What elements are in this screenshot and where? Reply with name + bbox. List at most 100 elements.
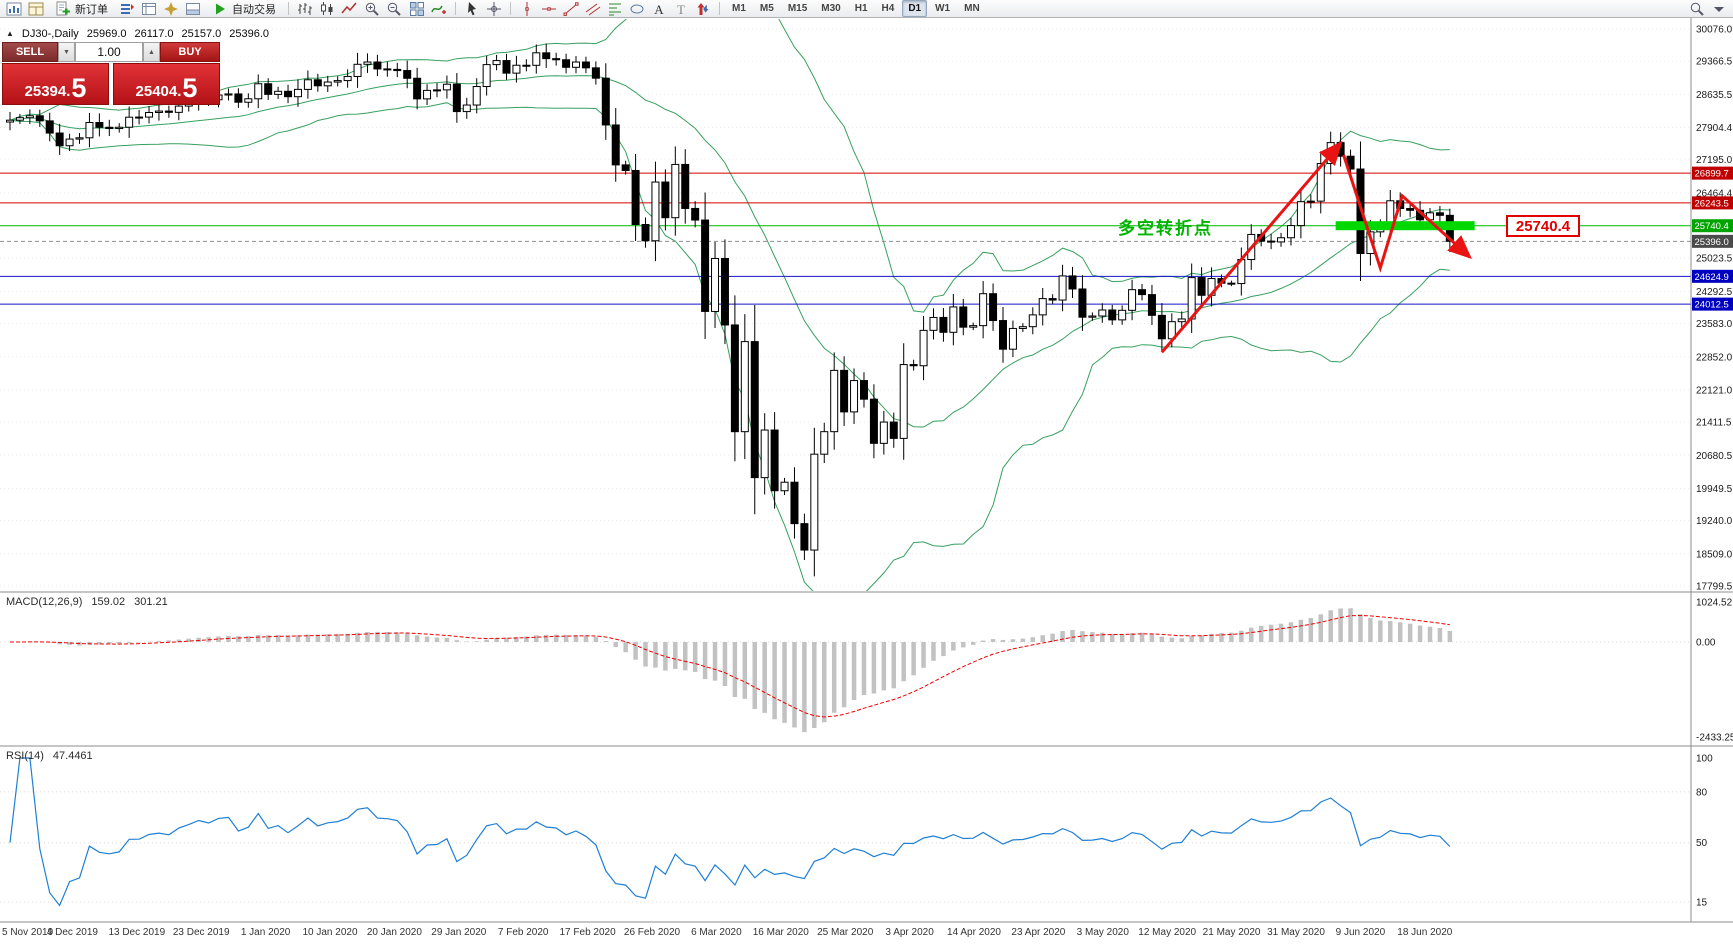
market-watch-button[interactable]	[116, 0, 138, 18]
timeframe-H1[interactable]: H1	[854, 3, 868, 14]
volume-input[interactable]: 1.00	[75, 42, 143, 62]
channel-button[interactable]	[582, 0, 604, 18]
fibonacci-icon	[609, 3, 621, 15]
date-label: 3 Apr 2020	[885, 927, 934, 938]
arrows-button[interactable]	[692, 0, 714, 18]
vertical-line-icon	[525, 1, 529, 16]
profiles-button[interactable]	[25, 0, 47, 18]
rsi-line	[9, 757, 1451, 907]
shapes-button[interactable]	[626, 0, 648, 18]
one-click-collapse-icon[interactable]: ▲	[6, 29, 14, 38]
trend-arrow	[1342, 154, 1472, 273]
data-window-icon	[142, 2, 156, 15]
price-tick-label: 27195.0	[1696, 155, 1733, 166]
market-watch-icon	[121, 3, 134, 14]
price-alert-label[interactable]: 25740.4	[1506, 215, 1580, 237]
date-label: 17 Feb 2020	[560, 927, 617, 938]
autotrading-icon	[216, 3, 225, 14]
zoom-in-button[interactable]	[361, 0, 383, 18]
price-tick-label: 20680.5	[1696, 451, 1733, 462]
buy-price-big-digit: 5	[182, 72, 198, 103]
crosshair-button[interactable]	[483, 0, 505, 18]
fibonacci-button[interactable]	[604, 0, 626, 18]
label-button[interactable]: T	[670, 0, 692, 18]
tile-windows-button[interactable]	[406, 0, 428, 18]
volume-decrease-button[interactable]: ▼	[58, 42, 75, 62]
new-order-icon	[56, 1, 70, 15]
horizontal-line-button[interactable]	[538, 0, 560, 18]
timeframe-M15[interactable]: M15	[787, 3, 808, 14]
indicators-icon	[431, 5, 446, 14]
search-icon	[1690, 2, 1704, 16]
vertical-line-button[interactable]	[516, 0, 538, 18]
sell-button[interactable]: SELL	[2, 42, 58, 62]
turning-point-text[interactable]: 多空转折点	[1118, 219, 1213, 238]
price-tick-label: 28635.5	[1696, 90, 1733, 101]
timeframe-M1[interactable]: M1	[732, 3, 746, 14]
bar-chart-button[interactable]	[294, 0, 316, 18]
navigator-button[interactable]	[160, 0, 182, 18]
crosshair-icon	[487, 1, 501, 16]
volume-increase-button[interactable]: ▲	[143, 42, 160, 62]
price-badge	[1692, 166, 1733, 180]
sell-price-panel[interactable]: 25394. 5	[2, 63, 109, 105]
ohlc-close: 25396.0	[229, 27, 270, 40]
price-badge	[1692, 297, 1733, 311]
rsi-axis-label: 15	[1696, 897, 1708, 908]
terminal-button[interactable]	[182, 0, 204, 18]
candlestick-series	[6, 43, 1454, 577]
timeframe-M5[interactable]: M5	[759, 3, 774, 14]
date-label: 23 Dec 2019	[173, 927, 230, 938]
date-label: 4 Dec 2019	[47, 927, 99, 938]
trend-arrow	[1160, 140, 1343, 354]
svg-text:A: A	[654, 2, 664, 17]
svg-text:T: T	[677, 2, 685, 17]
search-button[interactable]	[1686, 0, 1708, 18]
date-label: 25 Mar 2020	[817, 927, 874, 938]
date-label: 16 Mar 2020	[753, 927, 810, 938]
turning-point-bar[interactable]	[1335, 221, 1475, 231]
timeframe-M30[interactable]: M30	[821, 3, 841, 14]
new-chart-button[interactable]	[3, 0, 25, 18]
timeframe-group: M1 M5 M15 M30 H1 H4 D1 W1 MN	[725, 0, 987, 17]
zoom-in-icon	[365, 2, 379, 16]
price-tick-label: 27904.4	[1696, 123, 1733, 134]
ohlc-high: 26117.0	[134, 27, 174, 40]
ohlc-open: 25969.0	[86, 27, 127, 40]
axes: 30076.0 29366.5 28635.5 27904.4 27195.0 26464…	[0, 18, 1733, 938]
date-label: 26 Feb 2020	[624, 927, 681, 938]
line-chart-button[interactable]	[338, 0, 360, 18]
toolbar-separator	[288, 2, 289, 15]
channel-icon	[585, 3, 601, 15]
sell-price-big-digit: 5	[71, 72, 87, 103]
buy-price-panel[interactable]: 25404. 5	[113, 63, 220, 105]
indicators-button[interactable]	[428, 0, 450, 18]
date-label: 23 Apr 2020	[1011, 927, 1065, 938]
trendline-button[interactable]	[560, 0, 582, 18]
data-window-button[interactable]	[138, 0, 160, 18]
autotrading-button[interactable]: 自动交易	[205, 1, 283, 17]
candlestick-chart-button[interactable]	[316, 0, 338, 18]
date-label: 20 Jan 2020	[367, 927, 422, 938]
line-chart-icon	[341, 2, 357, 13]
timeframe-H4[interactable]: H4	[881, 3, 895, 14]
cursor-button[interactable]	[461, 0, 483, 18]
timeframe-MN[interactable]: MN	[964, 3, 980, 14]
price-tick-label: 29366.5	[1696, 57, 1733, 68]
new-order-button[interactable]: 新订单	[48, 1, 115, 17]
text-icon: A	[654, 2, 664, 17]
timeframe-W1[interactable]: W1	[935, 3, 951, 14]
price-tick-label: 24292.5	[1696, 287, 1733, 298]
text-button[interactable]: A	[648, 0, 670, 18]
quick-nav-button[interactable]	[1708, 0, 1730, 18]
price-tick-label: 19240.0	[1696, 516, 1733, 527]
trend-arrows[interactable]	[1160, 140, 1472, 354]
zoom-out-button[interactable]	[383, 0, 405, 18]
right-icon-group	[1686, 0, 1730, 18]
macd-title: MACD(12,26,9)	[6, 596, 83, 608]
timeframe-D1[interactable]: D1	[902, 0, 928, 17]
bar-chart-icon	[298, 2, 312, 15]
window-icon-group	[406, 0, 450, 18]
buy-button[interactable]: BUY	[160, 42, 220, 62]
